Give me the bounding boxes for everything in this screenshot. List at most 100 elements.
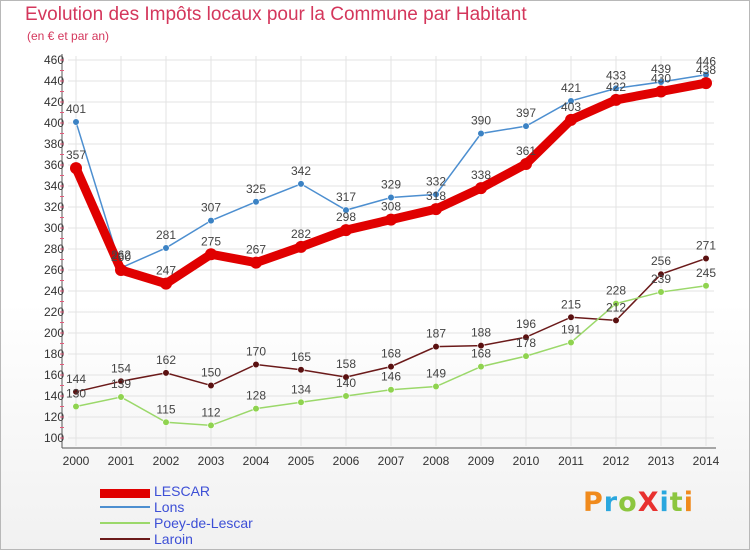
point-laroin — [477, 342, 485, 350]
point-poey-de-lescar — [567, 338, 575, 347]
point-lescar — [385, 213, 397, 226]
y-tick-label: 220 — [44, 305, 64, 319]
logo-letter: t — [669, 487, 684, 518]
point-poey-de-lescar — [72, 402, 80, 411]
data-label-laroin: 170 — [246, 345, 266, 359]
point-laroin — [432, 343, 440, 351]
chart-subtitle: (en € et par an) — [27, 29, 110, 43]
logo-letter: P — [583, 487, 604, 518]
data-label-poey-de-lescar: 139 — [111, 377, 131, 391]
point-poey-de-lescar — [612, 300, 620, 308]
data-label-lescar: 438 — [696, 63, 716, 77]
data-label-lescar: 361 — [516, 144, 536, 158]
data-label-lons: 281 — [156, 228, 176, 242]
point-laroin — [657, 270, 665, 278]
point-lescar — [160, 277, 172, 290]
point-lons — [72, 118, 80, 126]
point-laroin — [387, 363, 395, 371]
data-label-poey-de-lescar: 134 — [291, 382, 311, 396]
point-lescar — [655, 85, 667, 98]
point-lescar — [340, 224, 352, 237]
point-poey-de-lescar — [432, 382, 440, 391]
data-label-laroin: 256 — [651, 254, 671, 268]
point-lons — [162, 244, 170, 252]
x-tick-label: 2007 — [378, 454, 405, 468]
data-label-poey-de-lescar: 191 — [561, 322, 581, 336]
data-label-poey-de-lescar: 128 — [246, 389, 266, 403]
x-tick-label: 2011 — [558, 454, 584, 468]
x-tick-label: 2013 — [648, 454, 675, 468]
data-label-poey-de-lescar: 239 — [651, 272, 671, 286]
legend-swatch-laroin — [100, 538, 150, 540]
legend-swatch-lescar — [100, 489, 150, 498]
point-lescar — [295, 240, 307, 253]
logo-letter: i — [683, 487, 694, 518]
point-lescar — [70, 162, 82, 175]
data-label-lescar: 282 — [291, 227, 311, 241]
data-label-lons: 397 — [516, 106, 536, 120]
legend-item-lescar: LESCAR — [100, 483, 360, 499]
data-label-laroin: 144 — [66, 372, 86, 386]
y-tick-label: 300 — [44, 221, 64, 235]
data-label-laroin: 165 — [291, 350, 311, 364]
data-labels: 144 154 162 150 170 165 158 168 187 188 196 215 212 2… — [66, 55, 716, 420]
point-poey-de-lescar — [477, 363, 485, 371]
logo-letter: i — [659, 487, 670, 518]
data-label-lons: 421 — [561, 81, 581, 95]
x-tick-label: 2012 — [603, 454, 630, 468]
point-poey-de-lescar — [522, 352, 530, 360]
point-lescar — [430, 203, 442, 216]
point-poey-de-lescar — [207, 421, 215, 430]
point-lescar — [565, 113, 577, 126]
data-label-lons: 446 — [696, 55, 716, 69]
legend-label-poey-de-lescar: Poey-de-Lescar — [154, 515, 253, 531]
legend-item-poey-de-lescar: Poey-de-Lescar — [100, 515, 360, 531]
data-label-poey-de-lescar: 112 — [201, 405, 220, 419]
y-tick-label: 320 — [44, 200, 64, 214]
x-tick-label: 2002 — [153, 454, 180, 468]
data-label-lescar: 275 — [201, 234, 221, 248]
point-lescar — [205, 248, 217, 261]
point-poey-de-lescar — [117, 393, 125, 401]
point-lescar — [520, 157, 532, 170]
point-lons — [567, 97, 575, 105]
data-label-poey-de-lescar: 178 — [516, 336, 536, 350]
data-label-poey-de-lescar: 140 — [336, 376, 356, 390]
point-poey-de-lescar — [297, 398, 305, 406]
data-label-lescar: 267 — [246, 243, 266, 257]
chart-title: Evolution des Impôts locaux pour la Comm… — [25, 4, 527, 25]
point-poey-de-lescar — [252, 405, 260, 413]
x-tick-label: 2006 — [333, 454, 360, 468]
point-lons — [297, 180, 305, 188]
data-label-poey-de-lescar: 146 — [381, 370, 401, 384]
data-label-lons: 401 — [66, 102, 86, 116]
data-label-laroin: 168 — [381, 347, 401, 361]
data-label-lescar: 247 — [156, 264, 176, 278]
point-lons — [342, 206, 350, 214]
legend-item-lons: Lons — [100, 499, 360, 515]
legend-label-laroin: Laroin — [154, 531, 193, 547]
point-poey-de-lescar — [162, 418, 170, 426]
point-lescar — [700, 77, 712, 90]
y-tick-label: 100 — [44, 431, 64, 445]
legend-item-laroin: Laroin — [100, 531, 360, 547]
data-label-lescar: 338 — [471, 168, 491, 182]
legend-label-lons: Lons — [154, 499, 185, 515]
point-laroin — [162, 369, 170, 377]
y-tick-label: 120 — [44, 410, 64, 424]
logo-letter: X — [637, 487, 660, 518]
data-label-lescar: 357 — [66, 148, 86, 162]
point-lons — [522, 122, 530, 130]
x-tick-label: 2008 — [423, 454, 450, 468]
data-label-lescar: 318 — [426, 189, 446, 203]
data-label-lescar: 422 — [606, 80, 626, 94]
x-tick-label: 2014 — [693, 454, 720, 468]
y-tick-label: 160 — [44, 368, 64, 382]
point-lons — [207, 217, 215, 225]
y-tick-label: 240 — [44, 284, 64, 298]
logo-letter: o — [618, 487, 638, 518]
y-tick-label: 460 — [44, 53, 64, 67]
point-laroin — [72, 388, 80, 396]
data-label-lons: 262 — [111, 248, 131, 262]
